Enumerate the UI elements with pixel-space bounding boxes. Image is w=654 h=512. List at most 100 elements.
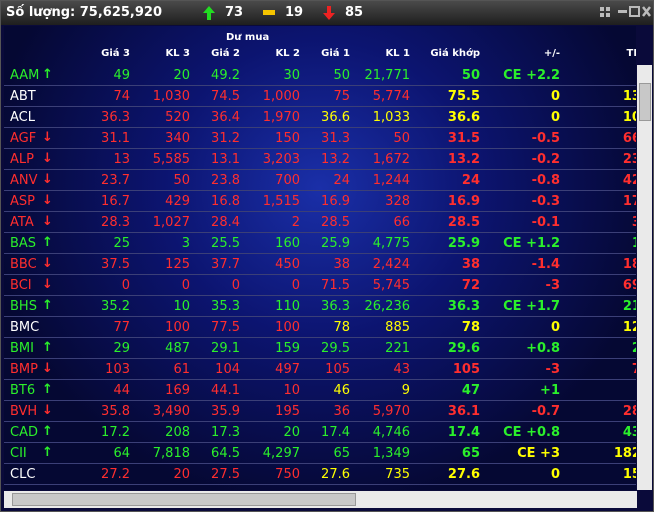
- symbol: BMI: [10, 341, 34, 356]
- row-separator: [4, 127, 636, 128]
- cell: 1,000: [262, 89, 300, 104]
- cell: 29: [113, 341, 130, 356]
- cell: 25.9: [321, 236, 350, 251]
- cell: 13: [113, 152, 130, 167]
- cell: CE +2.2: [503, 68, 560, 83]
- cell: 0: [550, 89, 560, 104]
- cell: 36.6: [321, 110, 350, 125]
- cell: 29.1: [211, 341, 240, 356]
- cell: 497: [275, 362, 300, 377]
- cell: 43,53: [622, 425, 636, 440]
- symbol: CLC: [10, 467, 36, 482]
- cell: 66: [393, 215, 410, 230]
- cell: CE +1.2: [503, 236, 560, 251]
- cell: 72: [461, 278, 480, 293]
- symbol: BMC: [10, 320, 40, 335]
- cell: 735: [385, 467, 410, 482]
- cell: 1,030: [152, 89, 190, 104]
- symbol: ABT: [10, 89, 36, 104]
- symbol: BAS: [10, 236, 37, 251]
- trend-arrow: ↓: [42, 403, 53, 418]
- column-header: Giá 2: [211, 48, 240, 59]
- cell: 77.5: [211, 320, 240, 335]
- row-separator: [4, 484, 636, 485]
- trend-arrow: ↓: [42, 256, 53, 271]
- symbol: BCI: [10, 278, 32, 293]
- cell: 3,490: [152, 404, 190, 419]
- column-header: Giá khớp: [430, 48, 480, 59]
- vertical-scrollbar[interactable]: [637, 65, 652, 490]
- trend-arrow: ↑: [42, 67, 53, 82]
- row-separator: [4, 232, 636, 233]
- cell: 221: [385, 341, 410, 356]
- trend-arrow: ↑: [42, 424, 53, 439]
- cell: 42,97: [622, 173, 636, 188]
- cell: -3: [545, 362, 560, 377]
- cell: 74.5: [211, 89, 240, 104]
- cell: 21,771: [364, 68, 411, 83]
- cell: 50: [173, 173, 190, 188]
- cell: 46: [333, 383, 350, 398]
- cell: 15,05: [622, 467, 636, 482]
- cell: 27.6: [321, 467, 350, 482]
- window-controls[interactable]: [599, 6, 651, 20]
- cell: 25.5: [211, 236, 240, 251]
- cell: 29.5: [321, 341, 350, 356]
- cell: 75: [333, 89, 350, 104]
- cell: 77: [113, 320, 130, 335]
- trend-arrow: ↑: [42, 445, 53, 460]
- row-separator: [4, 379, 636, 380]
- cell: 27.2: [101, 467, 130, 482]
- group-header: Dư mua: [226, 32, 270, 43]
- cell: 18,27: [622, 257, 636, 272]
- cell: 36.3: [447, 299, 480, 314]
- symbol: ATA: [10, 215, 34, 230]
- cell: 1,244: [372, 173, 410, 188]
- row-separator: [4, 337, 636, 338]
- cell: 1,349: [372, 446, 410, 461]
- cell: 16.7: [101, 194, 130, 209]
- cell: 195: [275, 404, 300, 419]
- cell: -0.2: [531, 152, 560, 167]
- cell: 31.5: [447, 131, 480, 146]
- cell: 21,42: [622, 299, 636, 314]
- cell: 100: [275, 320, 300, 335]
- cell: -0.8: [531, 173, 560, 188]
- cell: 23,41: [622, 152, 636, 167]
- cell: 27.6: [447, 467, 480, 482]
- cell: 340: [165, 131, 190, 146]
- cell: 3,98: [632, 215, 636, 230]
- title-bar: Số lượng: 75,625,920 73 19 85: [1, 1, 653, 25]
- symbol: ANV: [10, 173, 38, 188]
- cell: 28,23: [622, 404, 636, 419]
- cell: 74: [113, 89, 130, 104]
- cell: 1,43: [632, 236, 636, 251]
- trend-arrow: ↓: [42, 193, 53, 208]
- symbol: BBC: [10, 257, 37, 272]
- cell: 75.5: [447, 89, 480, 104]
- cell: -0.3: [531, 194, 560, 209]
- cell: 17.4: [321, 425, 350, 440]
- cell: 3,203: [262, 152, 300, 167]
- cell: CE +0.8: [503, 425, 560, 440]
- column-header: TKLGD: [626, 48, 636, 59]
- cell: 105: [452, 362, 480, 377]
- cell: 700: [275, 173, 300, 188]
- cell: 47: [461, 383, 480, 398]
- horizontal-scrollbar[interactable]: [4, 491, 637, 508]
- cell: -3: [545, 278, 560, 293]
- cell: 28.5: [447, 215, 480, 230]
- cell: 125: [165, 257, 190, 272]
- cell: 104: [215, 362, 240, 377]
- cell: 17,62: [622, 194, 636, 209]
- cell: -0.5: [531, 131, 560, 146]
- trend-arrow: ↓: [42, 172, 53, 187]
- row-separator: [4, 400, 636, 401]
- cell: 487: [165, 341, 190, 356]
- cell: 28.5: [321, 215, 350, 230]
- cell: 35.8: [101, 404, 130, 419]
- row-separator: [4, 358, 636, 359]
- cell: 13.1: [211, 152, 240, 167]
- cell: 5,774: [372, 89, 410, 104]
